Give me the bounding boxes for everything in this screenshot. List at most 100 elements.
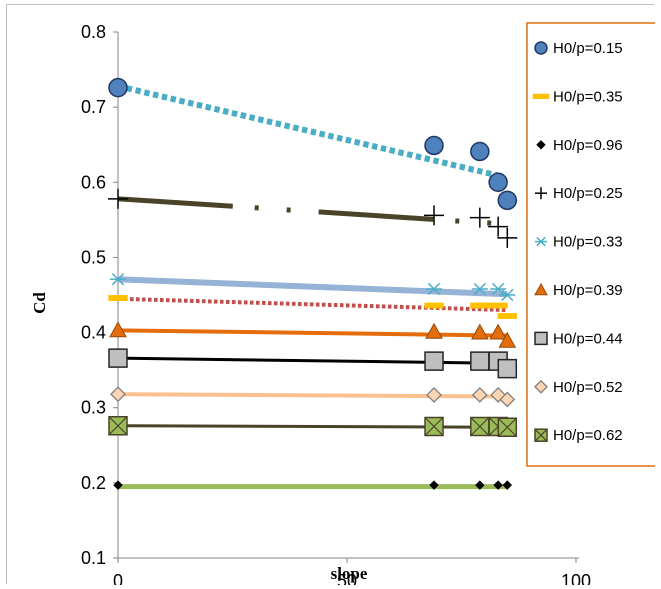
circle-marker (497, 190, 518, 211)
data-point-marker (534, 282, 548, 296)
square-x-diag2 (534, 428, 548, 442)
dash-marker (108, 295, 128, 301)
square-x-diag2 (108, 416, 128, 436)
dash-marker (424, 302, 444, 309)
data-point-marker (493, 480, 503, 490)
data-point-marker (426, 387, 442, 403)
square-x-diag2 (470, 417, 490, 436)
y-tick-label: 0.8 (81, 22, 106, 42)
star-marker-d2 (492, 282, 505, 296)
data-point-marker (108, 188, 128, 209)
data-point-marker (113, 480, 123, 490)
data-point-marker (499, 288, 516, 302)
x-tick-label: 0 (113, 571, 123, 585)
circle-marker (488, 172, 508, 193)
triangle-marker (534, 282, 548, 296)
square-marker (108, 348, 128, 368)
dash-marker (532, 93, 550, 100)
data-point-marker (424, 205, 445, 226)
star-marker-d2 (473, 282, 486, 296)
data-point-marker (110, 273, 126, 286)
data-point-marker (470, 302, 490, 309)
triangle-marker (109, 321, 127, 338)
data-point-marker (499, 391, 516, 408)
data-point-marker (497, 190, 518, 211)
x-tick-label: 100 (561, 571, 591, 585)
circle-marker (424, 135, 444, 156)
y-tick-label: 0.6 (81, 172, 106, 192)
trendline-8 (117, 424, 508, 429)
legend-entry-label: H0/p=0.15 (553, 40, 623, 57)
diamond-open-marker (471, 387, 488, 403)
triangle-marker (470, 323, 489, 340)
legend-entry-label: H0/p=0.44 (553, 330, 623, 347)
data-point-marker (470, 351, 490, 371)
data-point-marker (497, 358, 518, 379)
circle-marker (108, 77, 128, 98)
data-point-marker (498, 331, 517, 348)
data-point-marker (502, 480, 513, 490)
trendline-4 (117, 276, 508, 298)
data-point-marker (534, 379, 548, 394)
diamond-open-marker (534, 379, 548, 394)
diamond-marker (475, 480, 485, 490)
x-axis-label: slope (331, 564, 368, 583)
legend-entry-label: H0/p=0.35 (553, 88, 623, 105)
data-point-marker (535, 236, 547, 247)
legend-entry-label: H0/p=0.62 (553, 427, 623, 444)
data-point-marker (108, 415, 128, 436)
data-point-marker (534, 428, 548, 442)
legend-entry-label: H0/p=0.25 (553, 185, 623, 202)
y-tick-label: 0.7 (81, 97, 106, 117)
star-marker-d2 (427, 282, 441, 296)
square-marker (424, 351, 444, 371)
data-point-marker (488, 172, 508, 193)
data-point-marker (108, 77, 128, 98)
circle-marker (470, 141, 490, 162)
triangle-marker (425, 322, 443, 339)
star-marker-d2 (111, 273, 125, 286)
data-point-marker (424, 135, 444, 156)
data-point-marker (108, 348, 128, 368)
chart-svg: 0.1 0.2 0.3 0.4 0.5 0.6 0.7 0.8 0 50 100 H0/p=0.15… (30, 22, 655, 585)
x-tick-label: 50 (337, 571, 357, 585)
data-point-marker (497, 417, 518, 438)
legend-entry-label: H0/p=0.96 (553, 137, 623, 154)
dash-marker (488, 302, 508, 309)
dash-marker (470, 302, 490, 309)
data-point-marker (471, 387, 488, 403)
data-point-marker (470, 416, 490, 437)
diamond-marker (429, 480, 439, 490)
data-point-marker (109, 321, 127, 338)
data-point-marker (108, 295, 128, 301)
diamond-marker (536, 140, 546, 150)
triangle-marker (498, 331, 517, 348)
diamond-open-marker (426, 387, 442, 403)
data-point-marker (497, 227, 518, 248)
data-point-marker (429, 480, 439, 490)
circle-marker (534, 41, 548, 55)
legend-entry-label: H0/p=0.33 (553, 234, 623, 251)
data-point-marker (424, 302, 444, 309)
legend-entry-label: H0/p=0.52 (553, 379, 623, 396)
y-tick-label: 0.1 (81, 548, 106, 568)
trendline-7 (117, 392, 508, 399)
trendline-5 (117, 328, 508, 338)
legend-entry-label: H0/p=0.39 (553, 282, 623, 299)
chart-frame: 0.1 0.2 0.3 0.4 0.5 0.6 0.7 0.8 0 50 100 H0/p=0.15… (6, 4, 655, 585)
data-point-marker (469, 207, 490, 228)
data-point-marker (470, 141, 490, 162)
star-marker-d2 (536, 236, 546, 247)
square-marker (497, 358, 518, 379)
y-tick-label: 0.5 (81, 247, 106, 267)
data-point-marker (534, 41, 548, 55)
data-point-marker (536, 140, 546, 150)
diamond-marker (493, 480, 503, 490)
y-tick-label: 0.3 (81, 398, 106, 418)
data-point-marker (488, 216, 509, 237)
diamond-open-marker (110, 386, 126, 403)
data-point-marker (426, 282, 443, 296)
data-point-marker (424, 351, 444, 371)
data-point-marker (475, 480, 485, 490)
diamond-marker (113, 480, 123, 490)
